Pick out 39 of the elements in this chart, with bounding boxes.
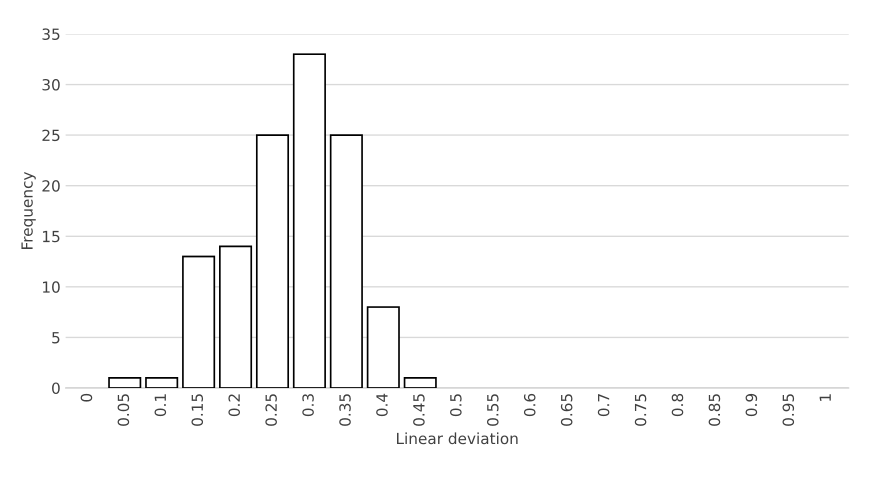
x-tick-label: 0	[80, 394, 92, 402]
bar	[145, 377, 178, 388]
x-tick-label: 0.7	[598, 394, 610, 416]
x-tick-label: 0.8	[672, 394, 684, 416]
bar	[108, 377, 142, 388]
y-tick-label: 10	[43, 281, 60, 293]
x-tick-label: 0.45	[413, 394, 425, 426]
x-tick-label: 0.4	[376, 394, 388, 416]
bar	[219, 246, 252, 388]
y-tick-label: 15	[43, 230, 60, 242]
bar	[404, 377, 437, 388]
bar	[182, 256, 216, 388]
x-tick-label: 0.5	[450, 394, 462, 416]
y-tick-label: 35	[42, 28, 60, 40]
y-tick-label: 30	[42, 78, 60, 91]
bar	[366, 306, 400, 388]
x-tick-label: 0.55	[487, 394, 499, 426]
x-tick-label: 0.9	[746, 394, 758, 416]
x-tick-label: 0.35	[339, 394, 351, 426]
x-tick-label: 0.05	[118, 394, 130, 426]
y-tick-label: 20	[42, 180, 60, 192]
x-tick-label: 0.15	[191, 394, 204, 426]
x-tick-label: 0.3	[302, 394, 314, 416]
x-tick-label: 0.95	[782, 394, 794, 426]
y-tick-label: 25	[42, 130, 60, 142]
x-tick-label: 0.85	[708, 394, 720, 426]
x-tick-label: 0.65	[560, 394, 572, 426]
x-tick-label: 0.6	[524, 394, 536, 416]
x-tick-label: 0.2	[228, 394, 240, 416]
y-axis-title: Frequency	[21, 172, 36, 249]
bar	[292, 53, 326, 388]
x-tick-label: 0.75	[634, 394, 646, 426]
y-tick-label: 5	[52, 332, 60, 344]
bar	[256, 134, 290, 388]
x-tick-label: 1	[820, 394, 831, 401]
x-tick-label: 0.25	[265, 394, 277, 426]
bar	[330, 134, 363, 388]
x-tick-label: 0.1	[154, 394, 166, 416]
x-axis-title: Linear deviation	[397, 432, 518, 444]
